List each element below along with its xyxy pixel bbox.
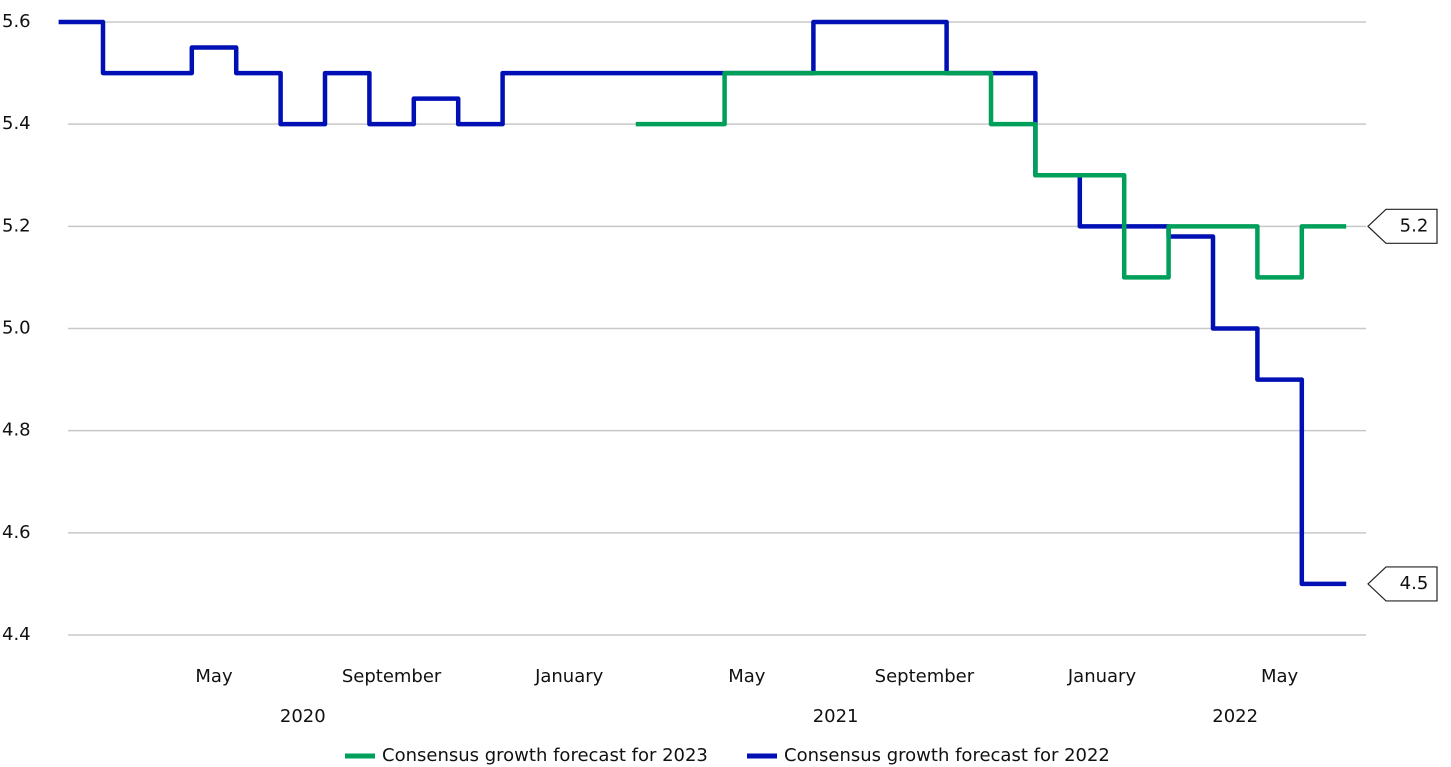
y-tick-label: 5.6: [2, 11, 31, 32]
y-tick-label: 4.8: [2, 420, 31, 441]
x-tick-label: May: [728, 666, 766, 687]
x-tick-label: January: [1067, 666, 1137, 687]
end-label: 4.5: [1400, 573, 1429, 594]
x-group-label: 2020: [280, 706, 326, 727]
y-tick-label: 4.6: [2, 522, 31, 543]
y-tick-label: 4.4: [2, 624, 31, 645]
x-group-label: 2021: [813, 706, 859, 727]
legend-label: Consensus growth forecast for 2022: [784, 745, 1110, 766]
end-callout: [1367, 566, 1438, 602]
y-tick-label: 5.4: [2, 113, 31, 134]
series-line: [58, 19, 1347, 587]
legend-label: Consensus growth forecast for 2023: [382, 745, 708, 766]
x-tick-label: May: [195, 666, 233, 687]
x-group-label: 2022: [1212, 706, 1258, 727]
x-tick-label: September: [342, 666, 442, 687]
end-callout: [1367, 208, 1438, 244]
end-label: 5.2: [1400, 215, 1429, 236]
x-tick-label: January: [534, 666, 604, 687]
x-tick-label: May: [1261, 666, 1299, 687]
series-line: [635, 70, 1347, 280]
x-tick-label: September: [875, 666, 975, 687]
y-tick-label: 5.0: [2, 318, 31, 339]
y-tick-label: 5.2: [2, 215, 31, 236]
